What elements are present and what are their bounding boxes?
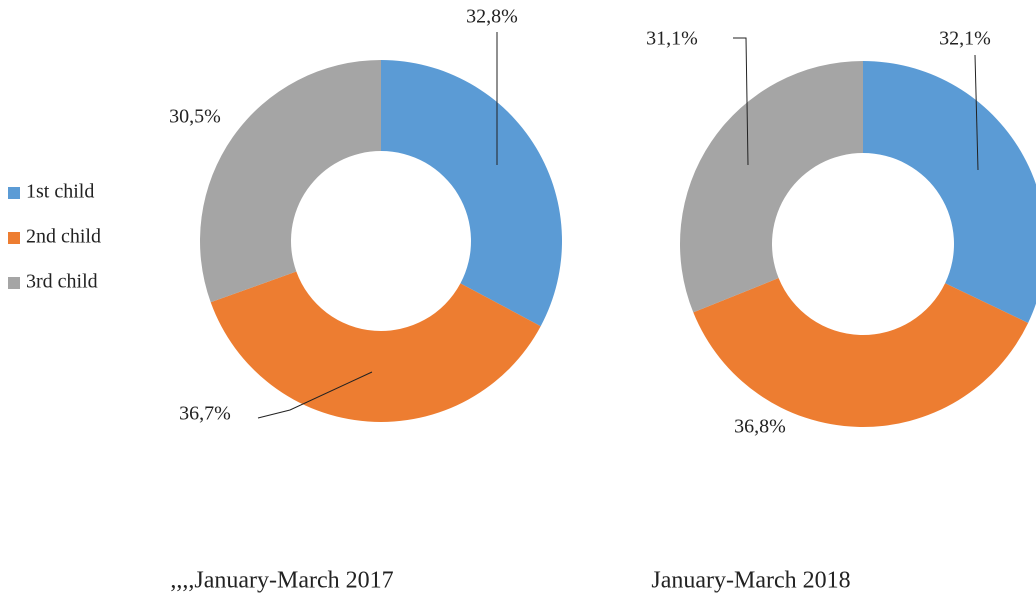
legend-label: 2nd child — [26, 226, 101, 248]
donut-segment — [679, 61, 863, 313]
leader-line — [974, 54, 979, 171]
legend-label: 1st child — [26, 181, 94, 203]
value-label: 32,8% — [466, 6, 518, 28]
legend-label: 3rd child — [26, 271, 98, 293]
donut-segment — [863, 61, 1036, 323]
donut-segment — [381, 60, 562, 327]
leader-line — [257, 371, 373, 419]
value-label: 36,8% — [734, 416, 786, 438]
value-label: 36,7% — [179, 403, 231, 425]
value-label: 32,1% — [939, 28, 991, 50]
donut-segment — [693, 278, 1029, 427]
donut-segment — [210, 271, 541, 423]
legend-swatch — [8, 232, 20, 244]
donut-segment — [199, 60, 381, 303]
chart-title: ,,,,January-March 2017 — [170, 568, 393, 594]
value-label: 31,1% — [646, 28, 698, 50]
legend-swatch — [8, 277, 20, 289]
legend-swatch — [8, 187, 20, 199]
value-label: 30,5% — [169, 106, 221, 128]
leader-line — [733, 37, 749, 166]
chart-title: January-March 2018 — [651, 568, 850, 594]
